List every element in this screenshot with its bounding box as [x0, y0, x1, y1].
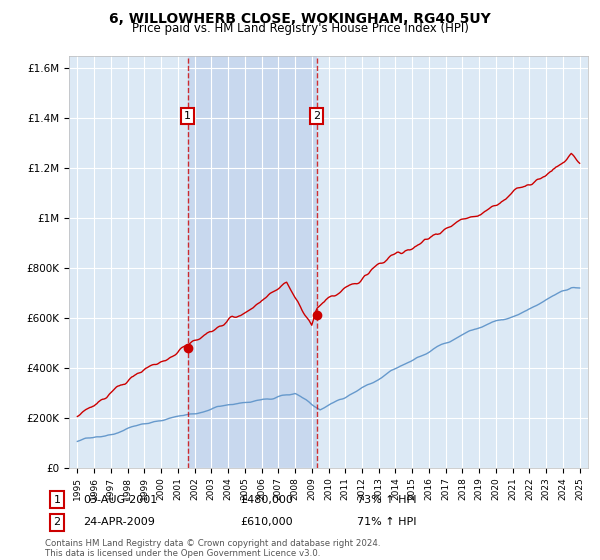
- Text: 71% ↑ HPI: 71% ↑ HPI: [357, 517, 416, 528]
- Text: £480,000: £480,000: [240, 494, 293, 505]
- Text: 6, WILLOWHERB CLOSE, WOKINGHAM, RG40 5UY: 6, WILLOWHERB CLOSE, WOKINGHAM, RG40 5UY: [109, 12, 491, 26]
- Text: 24-APR-2009: 24-APR-2009: [83, 517, 155, 528]
- Text: Contains HM Land Registry data © Crown copyright and database right 2024.
This d: Contains HM Land Registry data © Crown c…: [45, 539, 380, 558]
- Bar: [188, 56, 317, 468]
- Text: 03-AUG-2001: 03-AUG-2001: [83, 494, 157, 505]
- Text: 2: 2: [313, 111, 320, 121]
- Text: 1: 1: [184, 111, 191, 121]
- Text: 2: 2: [53, 517, 61, 528]
- Text: 73% ↑ HPI: 73% ↑ HPI: [357, 494, 416, 505]
- Text: Price paid vs. HM Land Registry's House Price Index (HPI): Price paid vs. HM Land Registry's House …: [131, 22, 469, 35]
- Text: £610,000: £610,000: [240, 517, 293, 528]
- Text: 1: 1: [53, 494, 61, 505]
